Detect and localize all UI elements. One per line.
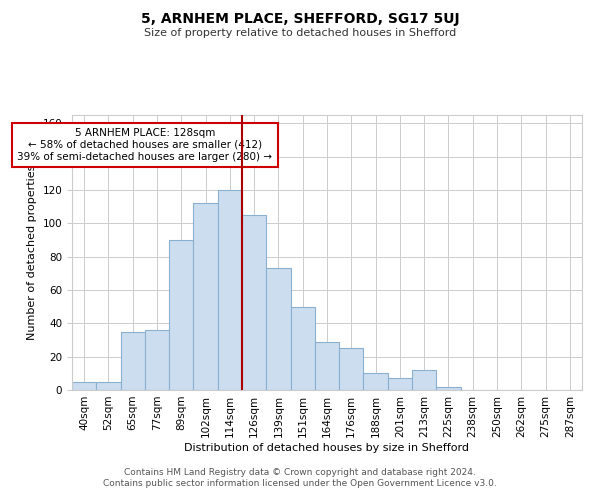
Y-axis label: Number of detached properties: Number of detached properties (27, 165, 37, 340)
Bar (96, 382, 121, 390)
Bar (242, 215, 266, 390)
Bar (290, 306, 315, 390)
Text: 5, ARNHEM PLACE, SHEFFORD, SG17 5UJ: 5, ARNHEM PLACE, SHEFFORD, SG17 5UJ (140, 12, 460, 26)
Bar (218, 190, 242, 390)
Bar (339, 348, 364, 390)
Bar (436, 386, 461, 390)
Bar (388, 378, 412, 390)
Bar (412, 370, 436, 390)
Bar (121, 332, 145, 390)
Bar (193, 204, 218, 390)
X-axis label: Distribution of detached houses by size in Shefford: Distribution of detached houses by size … (185, 442, 470, 452)
Text: 5 ARNHEM PLACE: 128sqm
← 58% of detached houses are smaller (412)
39% of semi-de: 5 ARNHEM PLACE: 128sqm ← 58% of detached… (17, 128, 272, 162)
Text: Size of property relative to detached houses in Shefford: Size of property relative to detached ho… (144, 28, 456, 38)
Bar (364, 374, 388, 390)
Bar (169, 240, 193, 390)
Bar (145, 330, 169, 390)
Text: Contains HM Land Registry data © Crown copyright and database right 2024.
Contai: Contains HM Land Registry data © Crown c… (103, 468, 497, 487)
Bar (266, 268, 290, 390)
Bar (72, 382, 96, 390)
Bar (315, 342, 339, 390)
